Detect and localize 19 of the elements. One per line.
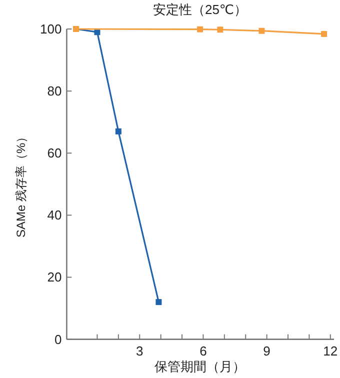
point	[321, 30, 328, 37]
x-tick-label: 3	[136, 343, 144, 358]
y-axis-title: SAMe 残存率（%）	[14, 130, 28, 238]
point	[258, 28, 265, 34]
y-tick-label: 0	[54, 332, 62, 347]
y-tick-label: 100	[40, 22, 62, 36]
point	[156, 299, 162, 306]
point	[217, 26, 224, 33]
x-axis-title: 保管期間（月）	[154, 359, 246, 374]
point	[197, 26, 204, 32]
x-tick-label: 6	[200, 343, 207, 358]
y-tick-label: 60	[47, 146, 62, 161]
y-tick-label: 80	[47, 84, 62, 99]
y-tick-label: 20	[47, 270, 62, 285]
point	[115, 128, 122, 134]
y-tick-label: 40	[47, 208, 62, 223]
chart-title: 安定性（25℃）	[152, 2, 248, 17]
x-tick-label: 9	[263, 343, 270, 358]
x-tick-label: 12	[323, 343, 338, 358]
